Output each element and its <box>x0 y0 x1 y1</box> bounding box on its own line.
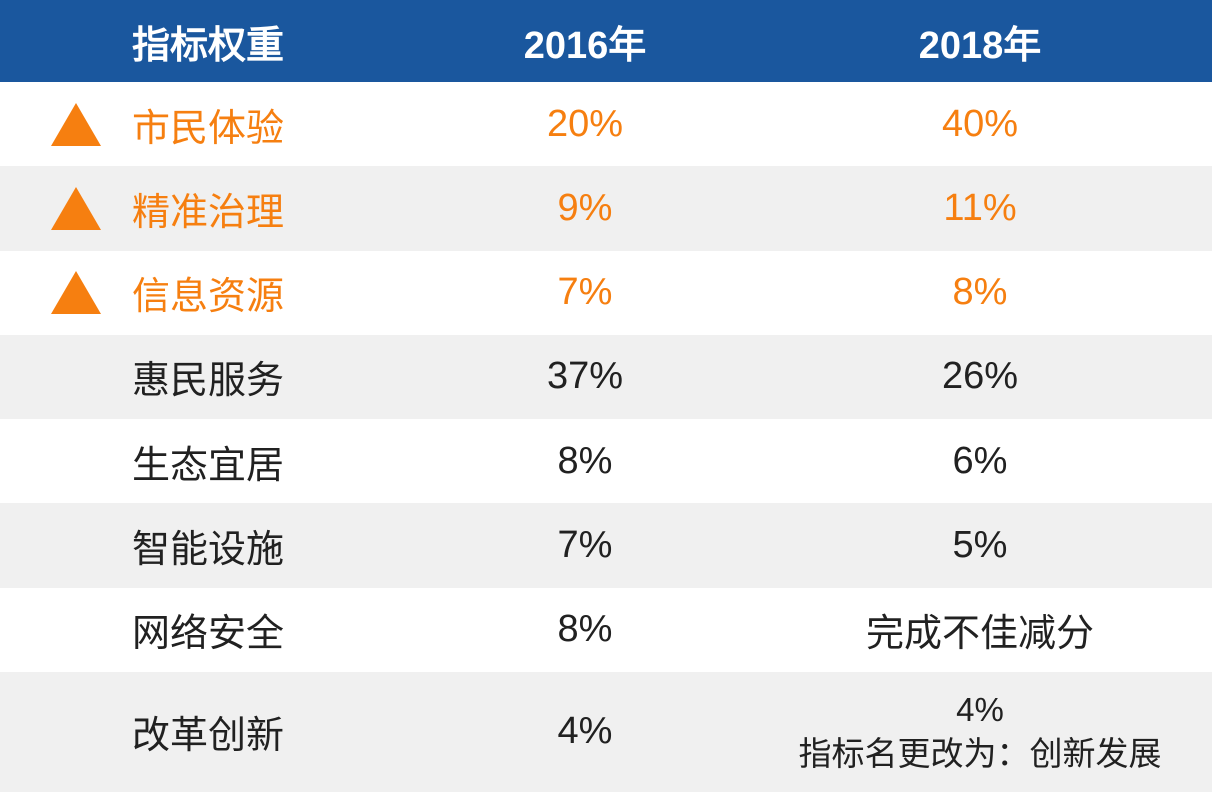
indicator-cell: 信息资源 <box>0 251 390 335</box>
table-row: 智能设施 7% 5% <box>0 503 1212 588</box>
weight-2016-cell: 8% <box>557 608 613 651</box>
up-triangle-icon <box>51 271 101 315</box>
header-year-2016: 2016年 <box>523 24 647 67</box>
weight-2016-cell: 7% <box>557 524 613 567</box>
weight-2018-cell: 5% <box>952 524 1008 567</box>
indicator-cell: 改革创新 <box>0 672 390 792</box>
table-header-row: 指标权重 2016年 2018年 <box>0 0 1212 82</box>
table-row: 网络安全 8% 完成不佳减分 <box>0 588 1212 672</box>
weight-2018-cell: 6% <box>952 439 1008 482</box>
weight-2016-cell: 4% <box>557 710 613 753</box>
weight-2016-cell: 7% <box>557 271 613 314</box>
weight-2018-cell: 4% 指标名更改为：创新发展 <box>780 672 1212 792</box>
up-triangle-icon <box>51 186 101 230</box>
indicator-label: 网络安全 <box>132 613 285 656</box>
up-triangle-icon <box>51 102 101 146</box>
header-indicator-weight: 指标权重 <box>132 24 285 67</box>
weight-2016-cell: 8% <box>557 439 613 482</box>
indicator-cell: 市民体验 <box>0 82 390 166</box>
weight-2018-value: 4% <box>956 690 1004 728</box>
weight-2018-cell: 40% <box>941 102 1019 145</box>
indicator-cell: 精准治理 <box>0 166 390 250</box>
indicator-label: 精准治理 <box>132 191 285 234</box>
weight-2018-cell: 完成不佳减分 <box>865 613 1094 656</box>
indicator-label: 改革创新 <box>132 715 285 758</box>
header-year-2018: 2018年 <box>918 24 1042 67</box>
table-row: 精准治理 9% 11% <box>0 166 1212 251</box>
indicator-cell: 生态宜居 <box>0 419 390 503</box>
table-row: 改革创新 4% 4% 指标名更改为：创新发展 <box>0 671 1212 792</box>
indicator-cell: 惠民服务 <box>0 335 390 419</box>
weight-2018-cell: 26% <box>941 355 1019 398</box>
indicator-cell: 网络安全 <box>0 588 390 672</box>
weight-2018-note: 指标名更改为：创新发展 <box>798 734 1162 772</box>
weight-2016-cell: 20% <box>546 102 624 145</box>
table-body: 市民体验 20% 40% 精准治理 9% 11% 信息资源 7% 8% 惠民 <box>0 82 1212 792</box>
table-row: 惠民服务 37% 26% <box>0 334 1212 420</box>
indicator-label: 智能设施 <box>132 529 285 572</box>
indicator-cell: 智能设施 <box>0 503 390 587</box>
indicator-label: 生态宜居 <box>132 444 285 487</box>
indicator-label: 市民体验 <box>132 107 285 150</box>
weight-2016-cell: 9% <box>557 186 613 229</box>
weight-2016-cell: 37% <box>546 355 624 398</box>
table-row: 信息资源 7% 8% <box>0 251 1212 335</box>
indicator-label: 惠民服务 <box>132 360 285 403</box>
table-row: 市民体验 20% 40% <box>0 82 1212 166</box>
table-row: 生态宜居 8% 6% <box>0 419 1212 503</box>
indicator-label: 信息资源 <box>132 276 285 319</box>
weight-2018-cell: 8% <box>952 271 1008 314</box>
weight-2018-cell: 11% <box>943 186 1017 229</box>
